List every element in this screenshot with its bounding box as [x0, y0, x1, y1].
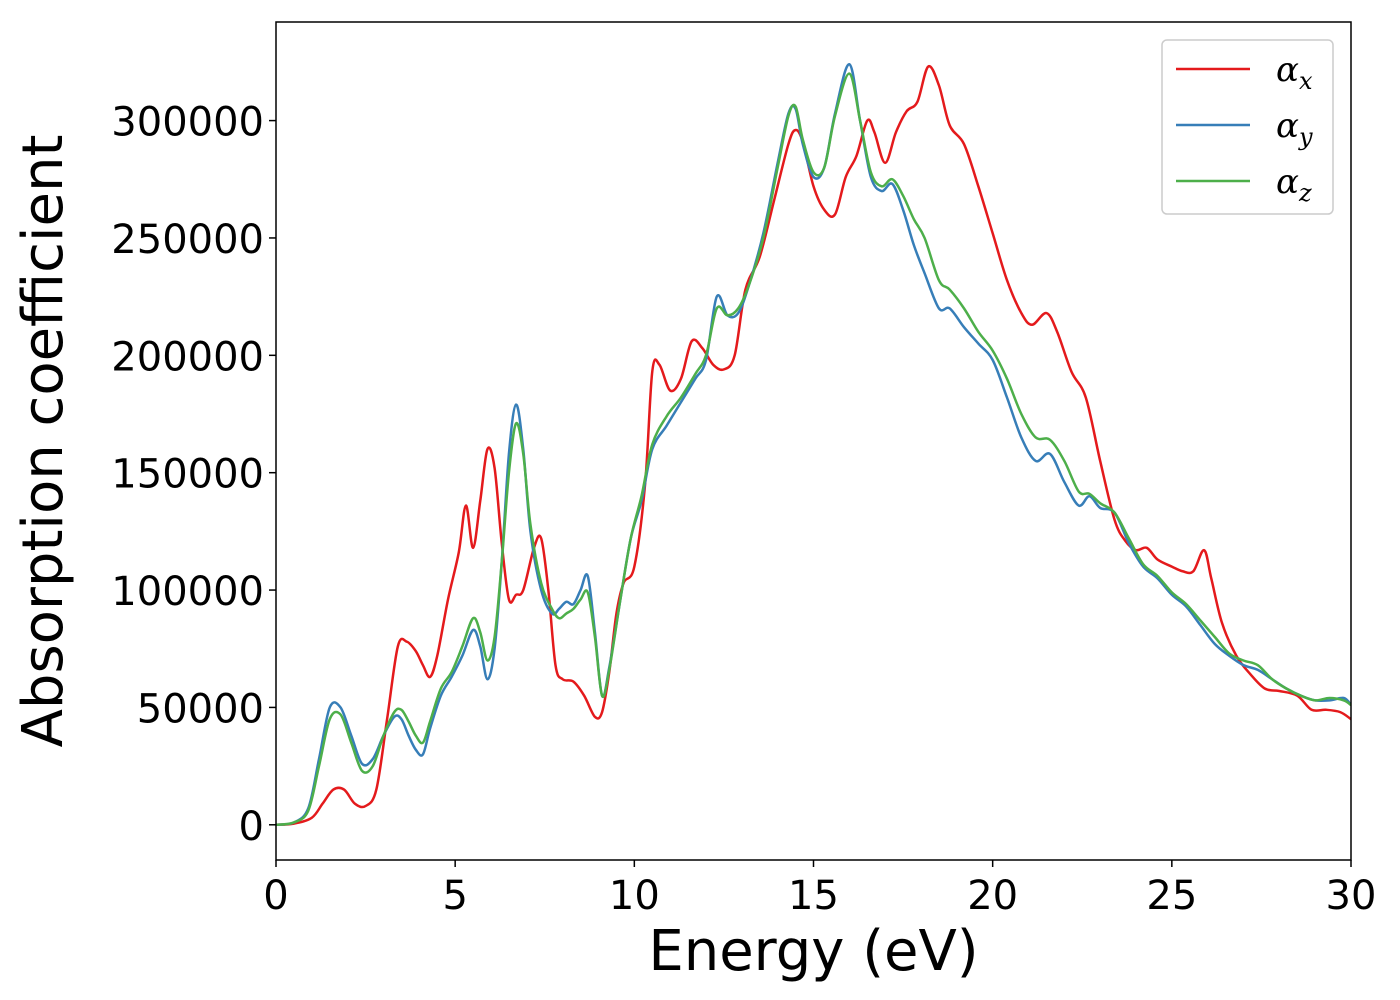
legend: αx αy αz [1161, 39, 1334, 215]
y-axis-title: Absorption coefficient [11, 135, 76, 748]
legend-label-y: αy [1276, 106, 1313, 151]
series-line-y [276, 62, 1351, 827]
x-tick-label: 0 [263, 873, 288, 919]
legend-items: αx αy αz [1176, 50, 1313, 207]
legend-label-x: αx [1276, 50, 1313, 95]
x-tick-label: 10 [609, 873, 660, 919]
y-tick-label: 300000 [111, 100, 264, 146]
series-line-x [276, 64, 1351, 827]
y-tick-label: 200000 [111, 334, 264, 380]
x-axis-ticks: 0 5 10 15 20 25 30 [263, 860, 1376, 919]
y-tick-label: 150000 [111, 452, 264, 498]
y-tick-label: 0 [239, 804, 264, 850]
series-line-z [276, 72, 1351, 827]
legend-label-z: αz [1276, 162, 1312, 207]
x-tick-label: 5 [442, 873, 467, 919]
y-axis-ticks: 0 50000 100000 150000 200000 250000 300000 [111, 100, 276, 850]
y-tick-label: 50000 [137, 686, 264, 732]
y-tick-label: 100000 [111, 569, 264, 615]
x-tick-label: 30 [1326, 873, 1377, 919]
y-tick-label: 250000 [111, 217, 264, 263]
series-layer [276, 62, 1351, 827]
legend-box [1161, 39, 1334, 215]
x-tick-label: 20 [967, 873, 1018, 919]
x-tick-label: 25 [1146, 873, 1197, 919]
x-axis-title: Energy (eV) [648, 919, 978, 984]
x-tick-label: 15 [788, 873, 839, 919]
